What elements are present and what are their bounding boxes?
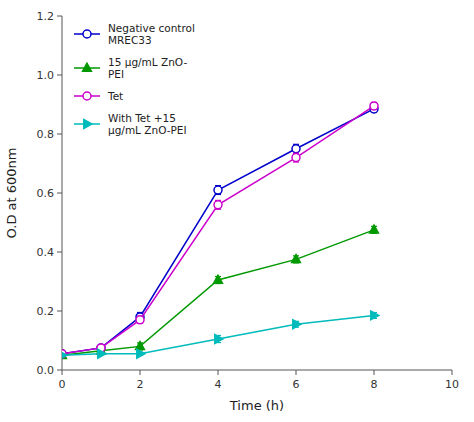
data-point bbox=[370, 225, 379, 233]
chart: 0 2 4 6 8 10 0.0 0.2 0.4 0.6 0.8 1.0 1.2 Time (h) O.D … bbox=[0, 0, 474, 422]
data-point bbox=[137, 349, 145, 358]
y-tick bbox=[57, 311, 62, 312]
legend-label-line: MREC33 bbox=[108, 34, 152, 46]
legend-label-line: Tet bbox=[107, 90, 123, 102]
data-point bbox=[292, 145, 300, 153]
data-point bbox=[136, 342, 145, 350]
legend-item: 15 μg/mL ZnO-PEI bbox=[74, 56, 187, 80]
x-tick-label: 10 bbox=[445, 378, 459, 391]
y-tick bbox=[57, 252, 62, 253]
y-tick bbox=[57, 134, 62, 135]
error-bar bbox=[293, 144, 299, 153]
data-point bbox=[136, 316, 144, 324]
y-tick-label: 0.0 bbox=[37, 364, 55, 377]
legend-label-line: With Tet +15 bbox=[108, 112, 176, 124]
y-tick-label: 0.4 bbox=[37, 246, 55, 259]
data-point bbox=[370, 102, 378, 110]
legend-marker bbox=[83, 92, 91, 100]
data-point bbox=[214, 201, 222, 209]
error-bar bbox=[293, 153, 299, 162]
x-tick bbox=[452, 370, 453, 375]
legend-label-line: PEI bbox=[108, 68, 124, 80]
legend: Negative controlMREC33 15 μg/mL ZnO-PEI Te… bbox=[74, 22, 195, 136]
x-tick bbox=[374, 370, 375, 375]
y-tick bbox=[57, 16, 62, 17]
series-line bbox=[62, 230, 374, 355]
error-bar bbox=[215, 186, 221, 195]
y-tick-label: 0.6 bbox=[37, 187, 55, 200]
legend-label: 15 μg/mL ZnO-PEI bbox=[108, 56, 187, 80]
series-line bbox=[62, 315, 374, 355]
data-point bbox=[292, 255, 301, 263]
y-tick-label: 0.8 bbox=[37, 128, 55, 141]
chart-container: 0 2 4 6 8 10 0.0 0.2 0.4 0.6 0.8 1.0 1.2 Time (h) O.D … bbox=[0, 0, 474, 422]
series bbox=[62, 225, 378, 358]
x-tick bbox=[296, 370, 297, 375]
data-point bbox=[371, 311, 379, 320]
legend-item: Negative controlMREC33 bbox=[74, 22, 195, 46]
x-tick bbox=[62, 370, 63, 375]
error-bar bbox=[137, 316, 143, 323]
y-tick bbox=[57, 370, 62, 371]
x-tick-label: 0 bbox=[59, 378, 66, 391]
x-tick bbox=[218, 370, 219, 375]
data-point bbox=[214, 186, 222, 194]
data-point bbox=[293, 320, 301, 329]
data-point bbox=[62, 351, 67, 360]
data-point bbox=[292, 154, 300, 162]
error-bar bbox=[371, 102, 377, 109]
y-tick-label: 1.2 bbox=[37, 10, 55, 23]
legend-label: Tet bbox=[107, 90, 123, 102]
legend-label: Negative controlMREC33 bbox=[108, 22, 195, 46]
y-tick-label: 1.0 bbox=[37, 69, 55, 82]
series-line bbox=[62, 109, 374, 354]
x-tick-label: 8 bbox=[371, 378, 378, 391]
legend-marker bbox=[84, 120, 92, 129]
legend-label-line: 15 μg/mL ZnO- bbox=[108, 56, 187, 68]
series bbox=[62, 105, 378, 358]
legend-marker bbox=[83, 30, 91, 38]
x-tick bbox=[140, 370, 141, 375]
x-axis-line bbox=[62, 370, 452, 371]
x-tick-label: 6 bbox=[293, 378, 300, 391]
legend-label-line: μg/mL ZnO-PEI bbox=[108, 124, 187, 136]
data-point bbox=[215, 335, 223, 344]
legend-item: With Tet +15μg/mL ZnO-PEI bbox=[74, 112, 187, 136]
series bbox=[62, 102, 378, 358]
data-point bbox=[214, 275, 223, 283]
x-tick-label: 2 bbox=[137, 378, 144, 391]
x-axis-label: Time (h) bbox=[229, 398, 284, 413]
y-tick bbox=[57, 75, 62, 76]
error-bar bbox=[215, 200, 221, 209]
x-tick-label: 4 bbox=[215, 378, 222, 391]
legend-item: Tet bbox=[74, 90, 123, 102]
y-tick-label: 0.2 bbox=[37, 305, 55, 318]
legend-label-line: Negative control bbox=[108, 22, 195, 34]
plot-area bbox=[62, 102, 379, 360]
series bbox=[62, 311, 379, 360]
legend-label: With Tet +15μg/mL ZnO-PEI bbox=[108, 112, 187, 136]
data-point bbox=[98, 349, 106, 358]
y-tick bbox=[57, 193, 62, 194]
series-line bbox=[62, 106, 374, 354]
y-axis-label: O.D at 600nm bbox=[4, 148, 19, 239]
legend-marker bbox=[83, 63, 92, 71]
